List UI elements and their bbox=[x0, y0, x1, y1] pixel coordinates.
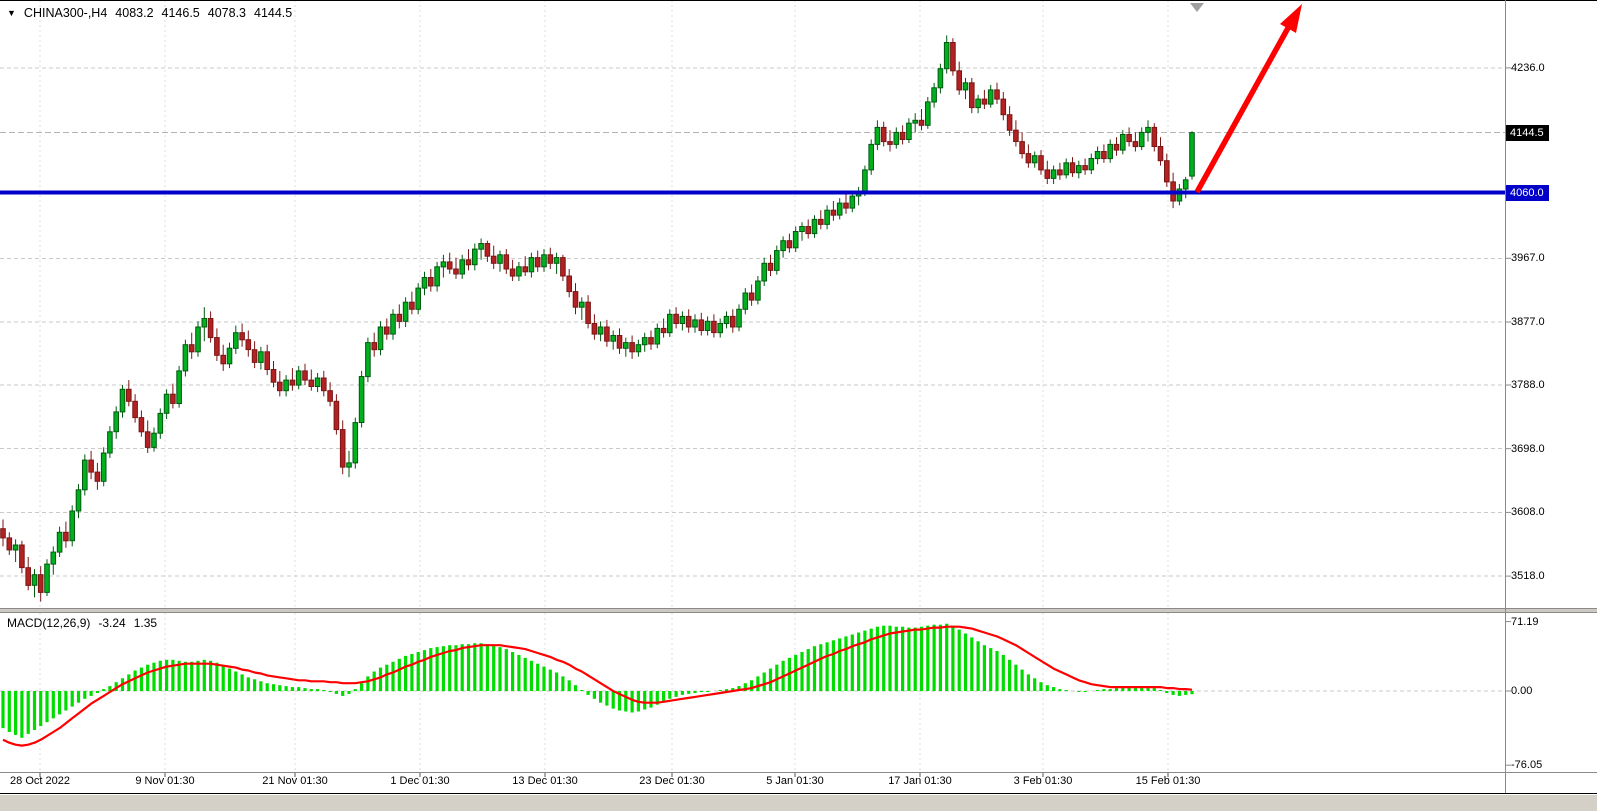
macd-axis-label: -76.05 bbox=[1511, 759, 1543, 771]
symbol-period-label: CHINA300-,H4 bbox=[23, 6, 108, 20]
horizontal-grid bbox=[0, 67, 1505, 692]
macd-main-value: -3.24 bbox=[98, 616, 126, 630]
price-axis-label: 3967.0 bbox=[1511, 252, 1545, 264]
candles-layer bbox=[0, 35, 1195, 602]
chart-shift-marker-icon[interactable] bbox=[1190, 3, 1204, 12]
price-axis-label: 3518.0 bbox=[1511, 570, 1545, 582]
bottom-scroll-area[interactable] bbox=[0, 794, 1597, 811]
price-axis-label: 3877.0 bbox=[1511, 316, 1545, 328]
time-axis-label: 1 Dec 01:30 bbox=[390, 775, 450, 787]
chart-info-line: ▼ CHINA300-,H4 4083.2 4146.5 4078.3 4144… bbox=[7, 6, 292, 20]
time-axis-label: 9 Nov 01:30 bbox=[135, 775, 195, 787]
macd-signal-line bbox=[2, 625, 1193, 747]
time-axis-label: 5 Jan 01:30 bbox=[766, 775, 824, 787]
time-axis-label: 23 Dec 01:30 bbox=[639, 775, 705, 787]
hline-price-label: 4060.0 bbox=[1506, 185, 1549, 201]
time-axis-label: 28 Oct 2022 bbox=[10, 775, 70, 787]
trend-arrow-drawing[interactable] bbox=[1194, 4, 1302, 194]
time-axis-label: 15 Feb 01:30 bbox=[1135, 775, 1201, 787]
macd-indicator-label: MACD(12,26,9) -3.24 1.35 bbox=[7, 616, 157, 630]
bid-price-label: 4144.5 bbox=[1506, 125, 1549, 141]
ohlc-low: 4078.3 bbox=[207, 6, 246, 20]
price-axis-label: 3608.0 bbox=[1511, 506, 1545, 518]
vertical-grid bbox=[39, 0, 1169, 777]
macd-histogram bbox=[1, 623, 1194, 738]
macd-title: MACD(12,26,9) bbox=[7, 616, 91, 630]
time-axis-label: 21 Nov 01:30 bbox=[262, 775, 328, 787]
symbol-dropdown-icon[interactable]: ▼ bbox=[7, 8, 16, 18]
macd-axis-label: 71.19 bbox=[1511, 616, 1539, 628]
price-axis-label: 4236.0 bbox=[1511, 62, 1545, 74]
macd-signal-value: 1.35 bbox=[133, 616, 158, 630]
time-axis-label: 17 Jan 01:30 bbox=[888, 775, 952, 787]
price-axis-label: 3698.0 bbox=[1511, 443, 1545, 455]
price-axis-label: 3788.0 bbox=[1511, 379, 1545, 391]
ohlc-open: 4083.2 bbox=[115, 6, 154, 20]
time-axis-label: 13 Dec 01:30 bbox=[512, 775, 578, 787]
ohlc-high: 4146.5 bbox=[161, 6, 200, 20]
macd-axis-label: 0.00 bbox=[1511, 685, 1533, 697]
time-axis-label: 3 Feb 01:30 bbox=[1013, 775, 1073, 787]
panel-borders bbox=[0, 0, 1597, 794]
ohlc-close: 4144.5 bbox=[254, 6, 293, 20]
